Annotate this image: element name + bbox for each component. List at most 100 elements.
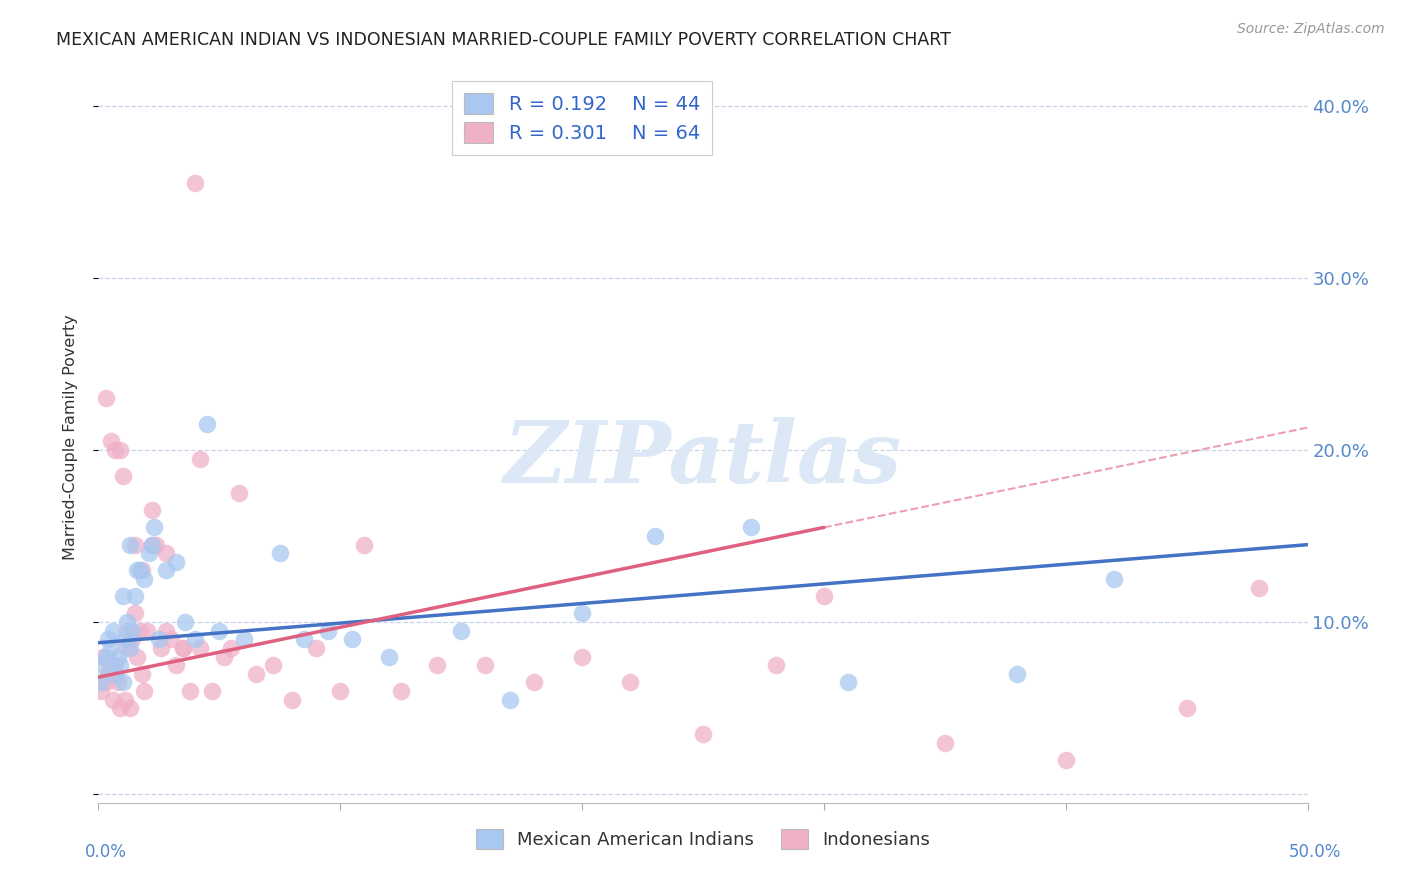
Point — [281, 692, 304, 706]
Point — [111, 468, 134, 483]
Point — [141, 538, 163, 552]
Point — [111, 589, 134, 603]
Point — [201, 684, 224, 698]
Point — [124, 607, 146, 621]
Point — [212, 649, 235, 664]
Point — [644, 529, 666, 543]
Point — [316, 624, 339, 638]
Point — [108, 658, 131, 673]
Point — [91, 658, 114, 673]
Point — [97, 632, 120, 647]
Point — [155, 564, 177, 578]
Point — [221, 640, 243, 655]
Point — [269, 546, 291, 560]
Point — [138, 546, 160, 560]
Point — [118, 701, 141, 715]
Point — [292, 632, 315, 647]
Point — [174, 615, 197, 629]
Point — [1102, 572, 1125, 586]
Point — [1249, 581, 1271, 595]
Point — [498, 692, 520, 706]
Point — [934, 735, 956, 749]
Point — [107, 649, 129, 664]
Point — [262, 658, 284, 673]
Point — [837, 675, 859, 690]
Text: ZIPatlas: ZIPatlas — [503, 417, 903, 500]
Point — [619, 675, 641, 690]
Point — [160, 632, 183, 647]
Point — [765, 658, 787, 673]
Point — [114, 632, 136, 647]
Point — [172, 640, 194, 655]
Point — [91, 649, 114, 664]
Point — [148, 632, 170, 647]
Point — [90, 684, 112, 698]
Point — [134, 684, 156, 698]
Point — [571, 607, 593, 621]
Point — [108, 442, 131, 457]
Point — [184, 632, 207, 647]
Point — [188, 640, 211, 655]
Point — [128, 564, 150, 578]
Point — [124, 589, 146, 603]
Point — [141, 503, 163, 517]
Point — [228, 486, 250, 500]
Point — [184, 176, 207, 190]
Point — [305, 640, 328, 655]
Text: 50.0%: 50.0% — [1288, 843, 1341, 861]
Point — [117, 615, 139, 629]
Point — [131, 564, 153, 578]
Legend: Mexican American Indians, Indonesians: Mexican American Indians, Indonesians — [468, 822, 938, 856]
Point — [100, 434, 122, 449]
Point — [117, 624, 139, 638]
Point — [377, 649, 399, 664]
Point — [1175, 701, 1198, 715]
Point — [450, 624, 472, 638]
Point — [117, 640, 139, 655]
Point — [118, 640, 141, 655]
Point — [107, 675, 129, 690]
Point — [104, 666, 127, 681]
Point — [145, 538, 167, 552]
Point — [188, 451, 211, 466]
Point — [245, 666, 267, 681]
Point — [692, 727, 714, 741]
Point — [1054, 753, 1077, 767]
Point — [128, 624, 150, 638]
Point — [571, 649, 593, 664]
Point — [111, 675, 134, 690]
Text: Source: ZipAtlas.com: Source: ZipAtlas.com — [1237, 22, 1385, 37]
Text: 0.0%: 0.0% — [84, 843, 127, 861]
Y-axis label: Married-Couple Family Poverty: Married-Couple Family Poverty — [63, 314, 77, 560]
Point — [329, 684, 352, 698]
Point — [131, 666, 153, 681]
Point — [118, 538, 141, 552]
Point — [165, 555, 187, 569]
Point — [813, 589, 835, 603]
Point — [1007, 666, 1029, 681]
Point — [232, 632, 254, 647]
Point — [135, 624, 157, 638]
Point — [426, 658, 449, 673]
Point — [94, 392, 117, 406]
Point — [740, 520, 762, 534]
Point — [143, 520, 166, 534]
Point — [121, 632, 143, 647]
Point — [124, 538, 146, 552]
Point — [134, 572, 156, 586]
Point — [474, 658, 496, 673]
Point — [121, 624, 143, 638]
Point — [100, 658, 122, 673]
Point — [141, 538, 163, 552]
Point — [127, 649, 149, 664]
Point — [155, 546, 177, 560]
Point — [389, 684, 412, 698]
Point — [127, 564, 149, 578]
Point — [101, 624, 124, 638]
Point — [94, 675, 117, 690]
Point — [523, 675, 546, 690]
Point — [114, 692, 136, 706]
Point — [195, 417, 218, 432]
Point — [353, 538, 375, 552]
Point — [179, 684, 201, 698]
